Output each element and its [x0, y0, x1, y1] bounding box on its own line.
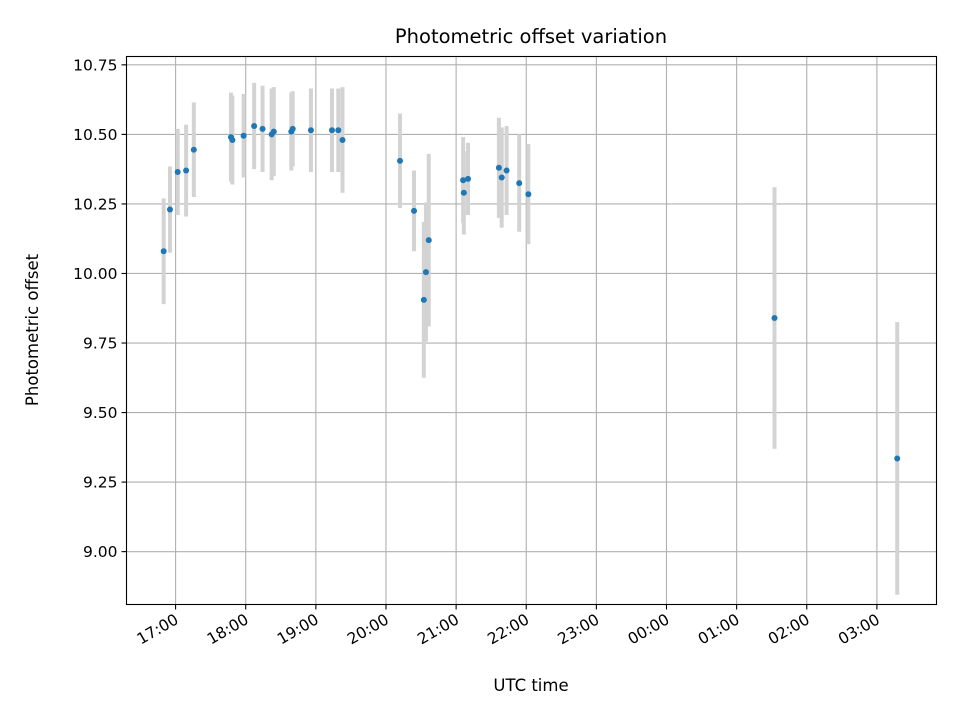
- data-point: [174, 168, 181, 175]
- data-point: [270, 128, 277, 135]
- y-tick-label: 9.75: [83, 335, 118, 353]
- x-axis-ticks: 17:00 18:00 19:00 20:00 21:00 22:00 23:00 00:00…: [134, 604, 883, 648]
- data-point: [160, 248, 167, 255]
- data-point: [498, 174, 505, 181]
- x-tick-label: 03:00: [835, 610, 883, 648]
- y-tick-label: 10.25: [73, 195, 117, 213]
- data-point: [240, 132, 247, 139]
- error-bars: [161, 82, 900, 595]
- data-point: [190, 146, 197, 153]
- data-point: [307, 127, 314, 134]
- y-tick-label: 10.50: [73, 126, 117, 144]
- data-point: [771, 314, 778, 321]
- chart-title: Photometric offset variation: [395, 25, 667, 48]
- data-point: [166, 206, 173, 213]
- data-point: [183, 167, 190, 174]
- data-point: [894, 455, 901, 462]
- x-tick-label: 00:00: [625, 610, 673, 648]
- data-point: [339, 136, 346, 143]
- data-point: [525, 191, 532, 198]
- data-point: [328, 127, 335, 134]
- data-point: [229, 136, 236, 143]
- data-point: [259, 125, 266, 132]
- data-point: [335, 127, 342, 134]
- x-tick-label: 22:00: [485, 610, 533, 648]
- data-point: [411, 207, 418, 214]
- data-points: [160, 123, 901, 462]
- grid: [126, 56, 937, 605]
- y-tick-label: 9.50: [83, 404, 118, 422]
- y-tick-label: 10.75: [73, 56, 117, 74]
- data-point: [251, 123, 258, 130]
- data-point: [425, 237, 432, 244]
- data-point: [460, 189, 467, 196]
- x-tick-label: 02:00: [765, 610, 813, 648]
- data-point: [420, 296, 427, 303]
- x-tick-label: 01:00: [695, 610, 743, 648]
- data-point: [503, 167, 510, 174]
- data-point: [460, 177, 467, 184]
- data-point: [465, 175, 472, 182]
- x-axis-title: UTC time: [493, 676, 568, 695]
- x-tick-label: 21:00: [414, 610, 462, 648]
- x-tick-label: 18:00: [204, 610, 252, 648]
- x-tick-label: 19:00: [274, 610, 322, 648]
- y-axis-ticks: 9.00 9.25 9.50 9.75 10.00 10.25 10.50 10.75: [73, 56, 127, 561]
- y-tick-label: 9.00: [83, 543, 118, 561]
- y-axis-title: Photometric offset: [23, 253, 42, 406]
- x-tick-label: 23:00: [555, 610, 603, 648]
- data-point: [495, 164, 502, 171]
- data-point: [516, 180, 523, 187]
- plot-area-frame: [125, 55, 938, 606]
- data-point: [289, 125, 296, 132]
- data-point: [397, 157, 404, 164]
- x-tick-label: 20:00: [344, 610, 392, 648]
- x-tick-label: 17:00: [134, 610, 182, 648]
- y-tick-label: 10.00: [73, 265, 117, 283]
- data-point: [422, 269, 429, 276]
- y-tick-label: 9.25: [83, 474, 118, 492]
